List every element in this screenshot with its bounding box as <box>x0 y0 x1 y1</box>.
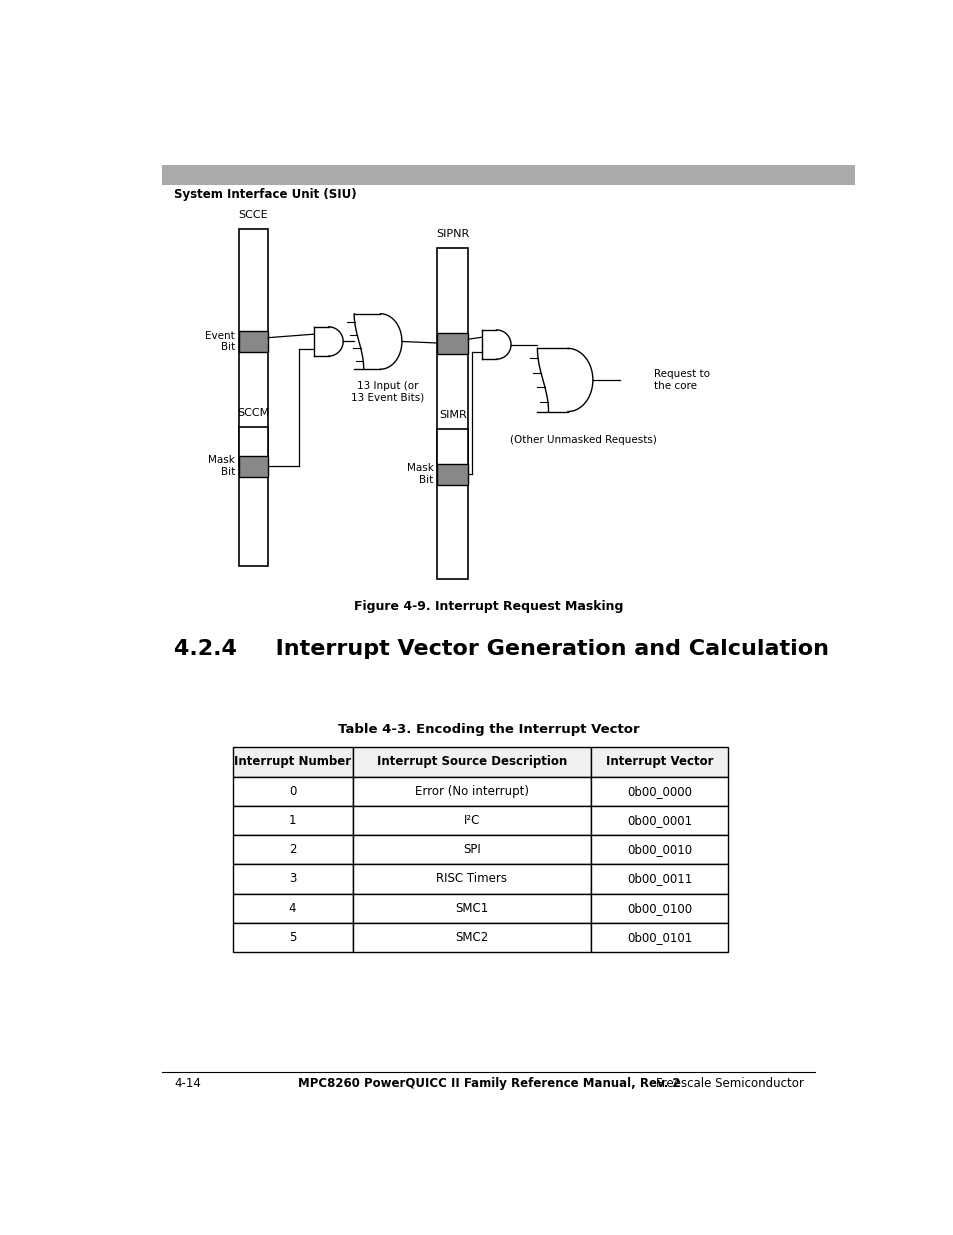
Text: 0b00_0001: 0b00_0001 <box>627 814 692 827</box>
Bar <box>233 864 353 894</box>
Bar <box>591 777 728 805</box>
Text: 2: 2 <box>289 844 296 856</box>
Text: Mask
Bit: Mask Bit <box>406 463 433 484</box>
Bar <box>353 805 591 835</box>
Text: SIMR: SIMR <box>438 410 466 420</box>
Bar <box>233 894 353 923</box>
Text: 0: 0 <box>289 784 296 798</box>
Text: 4: 4 <box>289 902 296 915</box>
Text: MPC8260 PowerQUICC II Family Reference Manual, Rev. 2: MPC8260 PowerQUICC II Family Reference M… <box>297 1077 679 1091</box>
Bar <box>436 464 468 484</box>
Text: Request to
the core: Request to the core <box>654 369 710 390</box>
Text: 0b00_0011: 0b00_0011 <box>626 872 692 885</box>
Text: Figure 4-9. Interrupt Request Masking: Figure 4-9. Interrupt Request Masking <box>354 600 623 613</box>
Bar <box>353 835 591 864</box>
Text: Table 4-3. Encoding the Interrupt Vector: Table 4-3. Encoding the Interrupt Vector <box>337 722 639 736</box>
Text: Interrupt Source Description: Interrupt Source Description <box>376 756 566 768</box>
Bar <box>238 331 268 352</box>
Text: Error (No interrupt): Error (No interrupt) <box>415 784 528 798</box>
Text: 13 Input (or
13 Event Bits): 13 Input (or 13 Event Bits) <box>351 380 423 403</box>
Text: RISC Timers: RISC Timers <box>436 872 507 885</box>
Text: 4-14: 4-14 <box>173 1077 201 1091</box>
Bar <box>591 805 728 835</box>
Text: SMC1: SMC1 <box>455 902 488 915</box>
Text: Interrupt Vector: Interrupt Vector <box>605 756 713 768</box>
Text: SCCM: SCCM <box>237 408 269 417</box>
Text: 5: 5 <box>289 931 296 944</box>
Text: I²C: I²C <box>463 814 479 827</box>
Text: 0b00_0100: 0b00_0100 <box>627 902 692 915</box>
Bar <box>233 805 353 835</box>
Text: SIPNR: SIPNR <box>436 228 469 240</box>
Bar <box>353 894 591 923</box>
Bar <box>238 228 268 468</box>
Bar <box>591 864 728 894</box>
Bar <box>233 923 353 952</box>
Text: System Interface Unit (SIU): System Interface Unit (SIU) <box>173 188 356 201</box>
Bar <box>436 248 468 464</box>
Text: Interrupt Number: Interrupt Number <box>233 756 351 768</box>
Text: 0b00_0000: 0b00_0000 <box>627 784 692 798</box>
Text: 4.2.4     Interrupt Vector Generation and Calculation: 4.2.4 Interrupt Vector Generation and Ca… <box>173 638 828 658</box>
Bar <box>591 923 728 952</box>
Text: 0b00_0101: 0b00_0101 <box>626 931 692 944</box>
Bar <box>353 747 591 777</box>
Bar <box>353 864 591 894</box>
Bar <box>591 747 728 777</box>
Text: SPI: SPI <box>462 844 480 856</box>
Text: SMC2: SMC2 <box>455 931 488 944</box>
Bar <box>233 835 353 864</box>
Bar <box>591 894 728 923</box>
Bar <box>436 333 468 353</box>
Text: (Other Unmasked Requests): (Other Unmasked Requests) <box>510 435 657 445</box>
Bar <box>233 777 353 805</box>
Bar <box>233 747 353 777</box>
Bar <box>353 923 591 952</box>
Bar <box>591 835 728 864</box>
Text: 1: 1 <box>289 814 296 827</box>
Text: 0b00_0010: 0b00_0010 <box>627 844 692 856</box>
Bar <box>436 430 468 579</box>
Bar <box>238 456 268 477</box>
Text: 3: 3 <box>289 872 296 885</box>
Bar <box>161 165 854 185</box>
Bar <box>238 427 268 566</box>
Text: Mask
Bit: Mask Bit <box>208 456 234 477</box>
Text: Event
Bit: Event Bit <box>205 331 234 352</box>
Text: Freescale Semiconductor: Freescale Semiconductor <box>656 1077 803 1091</box>
Text: SCCE: SCCE <box>238 210 268 220</box>
Bar <box>353 777 591 805</box>
